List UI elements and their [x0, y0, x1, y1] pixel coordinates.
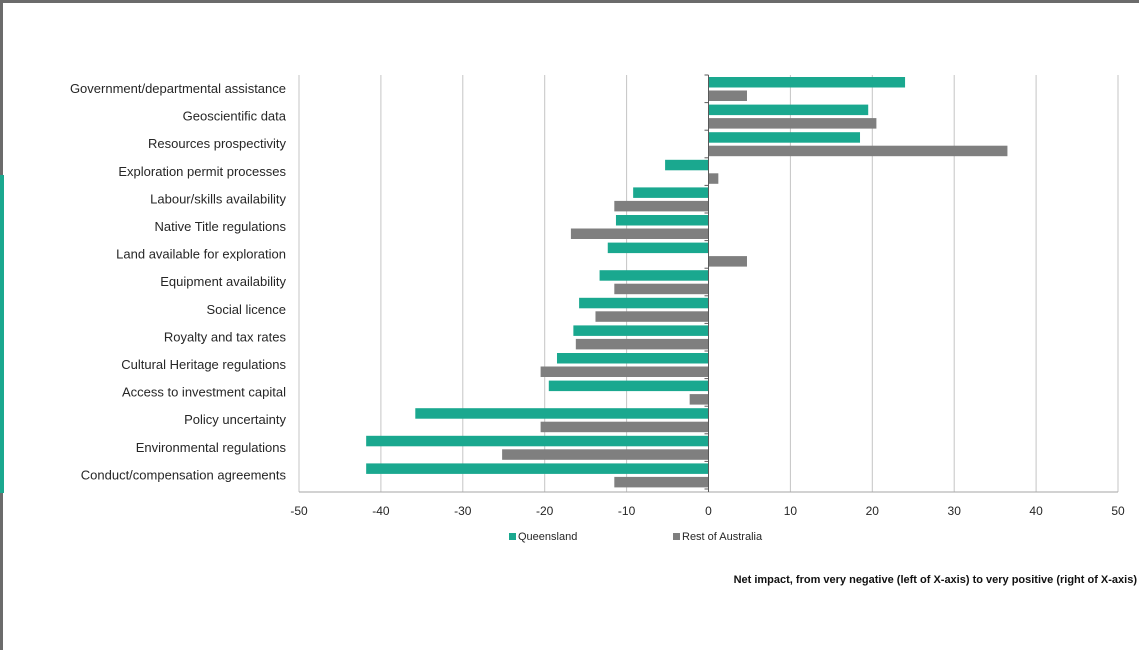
- bar-rest-of-australia: [708, 256, 747, 267]
- bar-rest-of-australia: [595, 311, 709, 322]
- axis-note: Net impact, from very negative (left of …: [734, 574, 1138, 586]
- x-tick-label: -10: [618, 504, 636, 518]
- tick-labels: -50 -40 -30 -20 -10 0 10 20 30 40 50: [290, 504, 1125, 518]
- bar-rest-of-australia: [614, 476, 709, 488]
- category-label: Government/departmental assistance: [70, 81, 286, 96]
- category-label: Social licence: [207, 302, 287, 317]
- category-label: Environmental regulations: [136, 440, 287, 455]
- category-label: Equipment availability: [160, 274, 286, 289]
- bar-queensland: [607, 242, 709, 254]
- legend-swatch: [509, 533, 516, 540]
- legend: Queensland Rest of Australia: [509, 531, 763, 543]
- bar-queensland: [573, 325, 709, 336]
- bar-rest-of-australia: [575, 338, 709, 350]
- x-tick-label: -20: [536, 504, 554, 518]
- bar-rest-of-australia: [502, 449, 709, 460]
- category-label: Royalty and tax rates: [164, 329, 287, 344]
- bar-queensland: [708, 132, 861, 143]
- category-labels: Government/departmental assistance Geosci…: [70, 81, 287, 482]
- bar-rest-of-australia: [708, 90, 747, 101]
- x-tick-label: 50: [1111, 504, 1125, 518]
- x-tick-label: -30: [454, 504, 472, 518]
- axes: [299, 74, 1118, 493]
- category-label: Exploration permit processes: [118, 164, 286, 179]
- category-label: Resources prospectivity: [148, 136, 286, 151]
- legend-label: Rest of Australia: [682, 531, 763, 543]
- category-label: Cultural Heritage regulations: [121, 357, 286, 372]
- bar-queensland: [665, 159, 709, 171]
- category-label: Geoscientific data: [183, 109, 287, 124]
- bar-queensland: [556, 353, 709, 364]
- x-tick-label: -50: [290, 504, 308, 518]
- bar-queensland: [366, 463, 709, 474]
- gridlines: [298, 75, 1119, 492]
- bar-rest-of-australia: [708, 118, 877, 129]
- legend-label: Queensland: [518, 531, 577, 543]
- bar-rest-of-australia: [570, 228, 709, 239]
- x-tick-label: 40: [1029, 504, 1043, 518]
- legend-swatch: [673, 533, 680, 540]
- bar-queensland: [708, 77, 906, 88]
- bar-rest-of-australia: [540, 421, 709, 433]
- category-label: Policy uncertainty: [184, 412, 286, 427]
- x-tick-label: 30: [948, 504, 962, 518]
- bar-rest-of-australia: [689, 394, 709, 405]
- accent-strip: [0, 175, 4, 493]
- bar-queensland: [615, 215, 709, 226]
- bar-queensland: [366, 435, 709, 447]
- category-label: Native Title regulations: [154, 219, 286, 234]
- x-tick-label: 20: [866, 504, 880, 518]
- bar-queensland: [599, 270, 709, 281]
- bar-queensland: [633, 187, 709, 198]
- bar-queensland: [415, 408, 709, 419]
- bar-queensland: [708, 104, 869, 116]
- bar-rest-of-australia: [540, 366, 709, 377]
- bar-rest-of-australia: [708, 173, 719, 184]
- x-tick-label: 10: [784, 504, 798, 518]
- category-label: Conduct/compensation agreements: [81, 467, 287, 482]
- bar-queensland: [548, 380, 709, 392]
- bar-queensland: [579, 297, 709, 309]
- x-tick-label: 0: [705, 504, 712, 518]
- bar-rest-of-australia: [614, 200, 709, 212]
- category-label: Access to investment capital: [122, 385, 286, 400]
- category-label: Land available for exploration: [116, 247, 286, 262]
- bar-rest-of-australia: [614, 283, 709, 295]
- bars: [366, 77, 1008, 488]
- bar-rest-of-australia: [708, 145, 1008, 157]
- category-label: Labour/skills availability: [150, 191, 286, 206]
- x-tick-label: -40: [372, 504, 390, 518]
